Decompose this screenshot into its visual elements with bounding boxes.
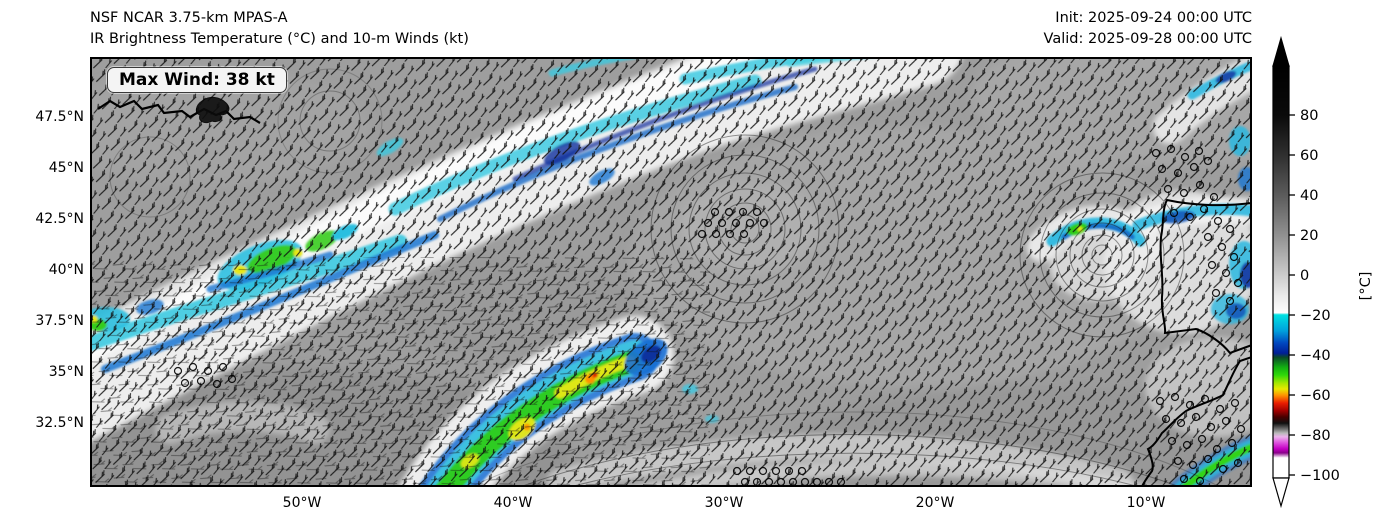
y-tick-40n: 40°N xyxy=(48,262,84,278)
map-area: Max Wind: 38 kt xyxy=(90,57,1252,487)
coastline-iberia xyxy=(1159,198,1252,355)
map-canvas xyxy=(90,57,1252,487)
y-tick-37-5n: 37.5°N xyxy=(35,313,84,329)
colorbar-arrow-bottom xyxy=(1272,477,1290,509)
cbar-tick-m40: −40 xyxy=(1300,348,1331,364)
time-block: Init: 2025-09-24 00:00 UTC Valid: 2025-0… xyxy=(1044,8,1252,50)
x-tick-10w: 10°W xyxy=(1126,495,1166,511)
y-tick-32-5n: 32.5°N xyxy=(35,415,84,431)
x-tick-40w: 40°W xyxy=(493,495,533,511)
colorbar-arrow-top xyxy=(1272,35,1290,67)
cbar-tick-m20: −20 xyxy=(1300,308,1331,324)
cbar-tick-m80: −80 xyxy=(1300,428,1331,444)
cbar-tick-0: 0 xyxy=(1300,268,1309,284)
init-time: Init: 2025-09-24 00:00 UTC xyxy=(1055,10,1252,26)
model-title: NSF NCAR 3.75-km MPAS-A xyxy=(90,10,288,26)
field-title: IR Brightness Temperature (°C) and 10-m … xyxy=(90,31,469,47)
x-tick-20w: 20°W xyxy=(915,495,955,511)
wind-barb-texture xyxy=(90,57,1252,487)
max-wind-badge: Max Wind: 38 kt xyxy=(107,67,287,93)
colorbar-tick-labels: 80 60 40 20 0 −20 −40 −60 −80 −100 xyxy=(1300,108,1340,484)
cbar-tick-40: 40 xyxy=(1300,188,1318,204)
y-tick-47-5n: 47.5°N xyxy=(35,109,84,125)
cbar-tick-60: 60 xyxy=(1300,148,1318,164)
y-tick-35n: 35°N xyxy=(48,364,84,380)
coastline-newfoundland xyxy=(97,99,261,124)
x-tick-30w: 30°W xyxy=(704,495,744,511)
colorbar-tick-marks xyxy=(1289,114,1295,476)
cbar-tick-m60: −60 xyxy=(1300,388,1331,404)
colorbar-unit-label: [°C] xyxy=(1358,272,1374,301)
y-tick-42-5n: 42.5°N xyxy=(35,211,84,227)
coastlines xyxy=(97,96,1252,487)
coastline-newfoundland-blob xyxy=(195,96,230,124)
colorbar: 80 60 40 20 0 −20 −40 −60 −80 −100 [°C] xyxy=(1272,35,1374,509)
colorbar-bar xyxy=(1272,65,1290,479)
title-block: NSF NCAR 3.75-km MPAS-A IR Brightness Te… xyxy=(90,8,469,50)
map-border xyxy=(90,57,1252,487)
cbar-tick-80: 80 xyxy=(1300,108,1318,124)
cbar-tick-m100: −100 xyxy=(1300,468,1340,484)
x-tick-50w: 50°W xyxy=(282,495,322,511)
coastline-morocco xyxy=(1140,356,1252,487)
y-tick-45n: 45°N xyxy=(48,160,84,176)
cbar-tick-20: 20 xyxy=(1300,228,1318,244)
valid-time: Valid: 2025-09-28 00:00 UTC xyxy=(1043,31,1252,47)
